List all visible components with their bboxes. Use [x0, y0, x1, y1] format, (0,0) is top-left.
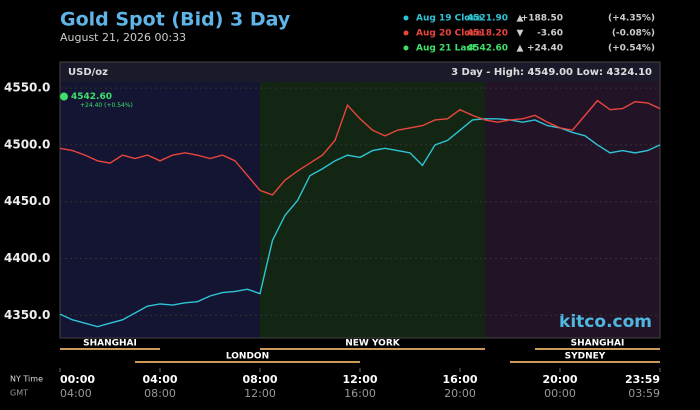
- gmt-label: 00:00: [544, 387, 576, 400]
- x-tick-label: 04:00: [142, 373, 177, 386]
- x-tick-label: 23:59: [625, 373, 660, 386]
- gmt-label: 12:00: [244, 387, 276, 400]
- session-label: LONDON: [226, 352, 269, 362]
- legend-pct: (+0.54%): [608, 44, 655, 54]
- session-label: SHANGHAI: [571, 339, 625, 349]
- session-label: SHANGHAI: [83, 339, 137, 349]
- legend-dot: [403, 45, 409, 51]
- range-text: 3 Day - High: 4549.00 Low: 4324.10: [451, 67, 652, 78]
- x-tick-label: 16:00: [442, 373, 477, 386]
- y-tick-label: 4350.0: [4, 308, 50, 322]
- gmt-label: 16:00: [344, 387, 376, 400]
- zone-ny: [260, 62, 485, 338]
- legend-change: +188.50: [521, 14, 563, 24]
- time-row-label: GMT: [10, 389, 28, 398]
- x-tick-label: 12:00: [342, 373, 377, 386]
- legend-direction: ▲: [517, 14, 524, 24]
- time-row-label: NY Time: [10, 375, 43, 384]
- gmt-label: 03:59: [628, 387, 660, 400]
- legend-change: -3.60: [537, 29, 563, 39]
- unit-label: USD/oz: [68, 67, 108, 78]
- last-point: [60, 92, 68, 101]
- legend-dot: [403, 30, 409, 36]
- last-label: 4542.60: [71, 92, 112, 102]
- legend-change: +24.40: [527, 44, 563, 54]
- legend-close: 4521.90: [467, 14, 508, 24]
- zone-late: [485, 62, 660, 338]
- plot-frame: [59, 61, 661, 339]
- legend-name: Aug 19 Close: [416, 14, 482, 24]
- x-tick-label: 00:00: [60, 373, 95, 386]
- legend-direction: ▲: [517, 44, 524, 54]
- subtitle: August 21, 2026 00:33: [60, 31, 186, 44]
- legend-name: Aug 21 Last: [416, 44, 477, 54]
- gmt-label: 04:00: [60, 387, 92, 400]
- chart-title: Gold Spot (Bid) 3 Day: [60, 9, 291, 31]
- y-tick-label: 4450.0: [4, 194, 50, 208]
- series-line: [59, 99, 661, 196]
- y-tick-label: 4500.0: [4, 137, 50, 151]
- last-change: +24.40 (+0.54%): [80, 102, 133, 109]
- legend-pct: (+4.35%): [608, 14, 655, 24]
- legend-close: 4542.60: [467, 44, 508, 54]
- legend-pct: (-0.08%): [612, 29, 655, 39]
- plot-header: [60, 62, 660, 82]
- x-tick-label: 20:00: [542, 373, 577, 386]
- legend-dot: [403, 15, 409, 21]
- legend-name: Aug 20 Close: [416, 29, 482, 39]
- y-tick-label: 4550.0: [4, 81, 50, 95]
- gmt-label: 20:00: [444, 387, 476, 400]
- legend-close: 4518.20: [467, 29, 508, 39]
- legend-direction: ▼: [517, 29, 524, 39]
- session-label: SYDNEY: [565, 352, 606, 362]
- x-tick-label: 08:00: [242, 373, 277, 386]
- watermark: kitco.com: [559, 312, 652, 332]
- y-tick-label: 4400.0: [4, 251, 50, 265]
- gmt-label: 08:00: [144, 387, 176, 400]
- session-label: NEW YORK: [345, 339, 401, 349]
